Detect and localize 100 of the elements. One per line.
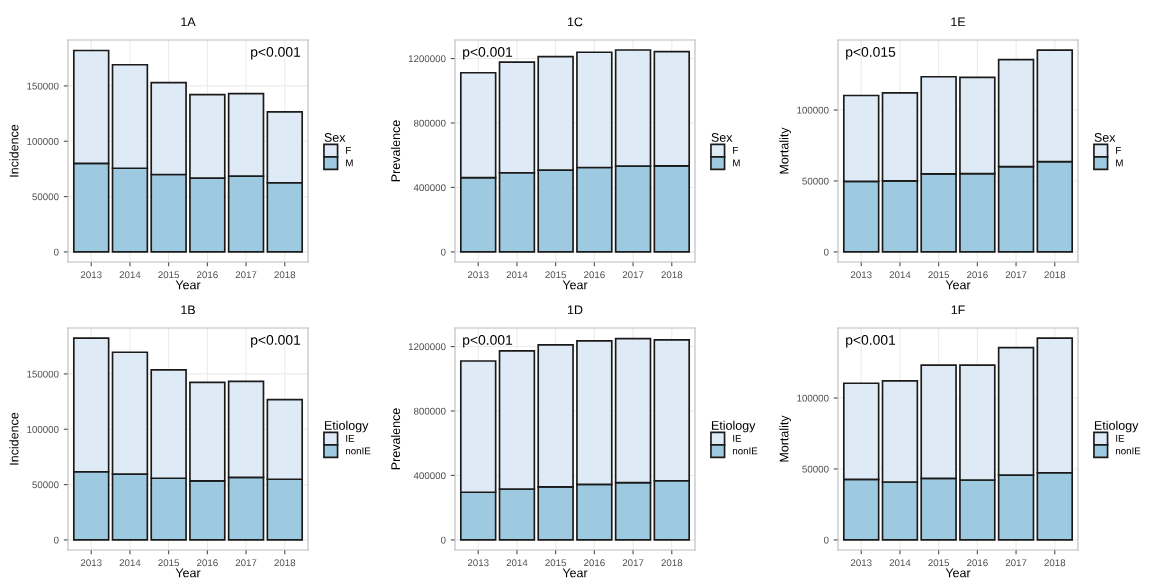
legend-label: nonIE [345,447,371,455]
x-tick-label: 2018 [1044,271,1066,279]
x-tick-label: 2017 [1005,559,1027,567]
annotation: p<0.001 [846,335,896,348]
y-tick-label: 100000 [27,426,59,433]
x-tick-label: 2015 [928,559,950,567]
x-tick-label: 2017 [235,559,257,567]
y-tick-label: 0 [53,536,59,544]
y-tick-label: 0 [823,536,829,544]
y-tick-label: 100000 [797,106,829,114]
x-axis-title: Year [945,568,971,578]
y-tick-label: 400000 [413,184,446,192]
x-tick-label: 2016 [967,271,988,279]
legend-label: nonIE [1115,447,1141,455]
x-tick-label: 2016 [584,559,605,567]
x-tick-label: 2013 [80,559,102,567]
x-tick-label: 2014 [119,271,141,279]
x-tick-label: 2018 [661,559,683,567]
legend-label: IE [733,435,742,442]
x-tick-label: 2018 [274,271,296,279]
legend-label: IE [346,435,355,442]
chart-title: 1D [567,305,583,315]
legend-title: Etiology [1094,420,1139,433]
y-tick-label: 150000 [27,82,59,90]
y-tick-label: 800000 [413,119,446,127]
y-tick-label: 150000 [27,370,59,378]
x-tick-label: 2015 [928,271,950,279]
legend-label: nonIE [732,447,758,455]
x-tick-label: 2017 [622,271,644,279]
y-axis-title: Incidence [9,412,19,465]
legend-label: IE [1116,435,1125,442]
y-tick-label: 50000 [802,177,829,185]
x-tick-label: 2016 [967,559,988,567]
chart-title: 1B [181,305,195,315]
x-tick-label: 2016 [197,559,218,567]
x-tick-label: 2013 [467,271,489,279]
legend-label: F [1116,147,1121,154]
chart-title: 1E [951,17,966,27]
x-tick-label: 2014 [889,559,911,567]
x-tick-label: 2015 [545,559,567,567]
x-tick-label: 2017 [1005,271,1027,279]
legend-title: Sex [1094,133,1116,142]
y-tick-label: 50000 [32,193,59,201]
x-tick-label: 2016 [584,271,605,279]
y-tick-label: 100000 [797,394,829,402]
legend-label: M [733,159,740,167]
chart-title: 1A [181,17,196,27]
chart-title: 1F [951,305,965,315]
y-axis-title: Mortality [779,127,791,174]
y-tick-label: 1200000 [408,343,446,351]
x-axis-title: Year [175,280,201,290]
y-tick-label: 100000 [27,138,59,145]
legend-label: F [346,147,351,154]
x-axis-title: Year [175,568,201,578]
legend-title: Sex [324,133,346,142]
x-tick-label: 2018 [274,559,296,567]
legend-label: F [733,147,738,154]
y-tick-label: 0 [440,536,446,544]
x-tick-label: 2015 [158,559,180,567]
x-tick-label: 2018 [661,271,683,279]
x-tick-label: 2017 [622,559,644,567]
y-tick-label: 0 [823,248,829,256]
legend-label: M [346,159,353,167]
y-tick-label: 50000 [802,465,829,473]
annotation: p<0.001 [251,47,301,60]
annotation: p<0.015 [846,47,896,60]
x-tick-label: 2013 [80,271,102,279]
x-tick-label: 2016 [197,271,218,279]
y-tick-label: 0 [53,248,59,256]
x-tick-label: 2017 [235,271,257,279]
x-tick-label: 2015 [545,271,567,279]
legend-title: Etiology [324,420,369,433]
legend-title: Sex [711,133,733,142]
x-tick-label: 2013 [467,559,489,567]
y-tick-label: 1200000 [408,55,446,63]
x-axis-title: Year [562,280,588,290]
x-tick-label: 2014 [506,559,528,567]
y-axis-title: Mortality [779,415,791,462]
legend-label: M [1116,159,1123,167]
x-tick-label: 2018 [1044,559,1066,567]
y-tick-label: 400000 [413,472,446,480]
chart-title: 1C [567,17,583,27]
x-tick-label: 2013 [850,559,872,567]
x-tick-label: 2014 [119,559,141,567]
y-axis-title: Prevalence [390,408,401,470]
annotation: p<0.001 [251,335,301,348]
annotation: p<0.001 [463,47,513,60]
y-axis-title: Prevalence [390,120,401,182]
x-tick-label: 2015 [158,271,180,279]
y-tick-label: 0 [440,248,446,256]
x-tick-label: 2014 [506,271,528,279]
x-axis-title: Year [945,280,971,290]
y-tick-label: 800000 [413,407,446,415]
x-tick-label: 2014 [889,271,911,279]
x-tick-label: 2013 [850,271,872,279]
x-axis-title: Year [562,568,588,578]
y-axis-title: Incidence [9,124,19,177]
y-tick-label: 50000 [32,481,59,489]
annotation: p<0.001 [463,335,513,348]
legend-title: Etiology [711,420,756,433]
